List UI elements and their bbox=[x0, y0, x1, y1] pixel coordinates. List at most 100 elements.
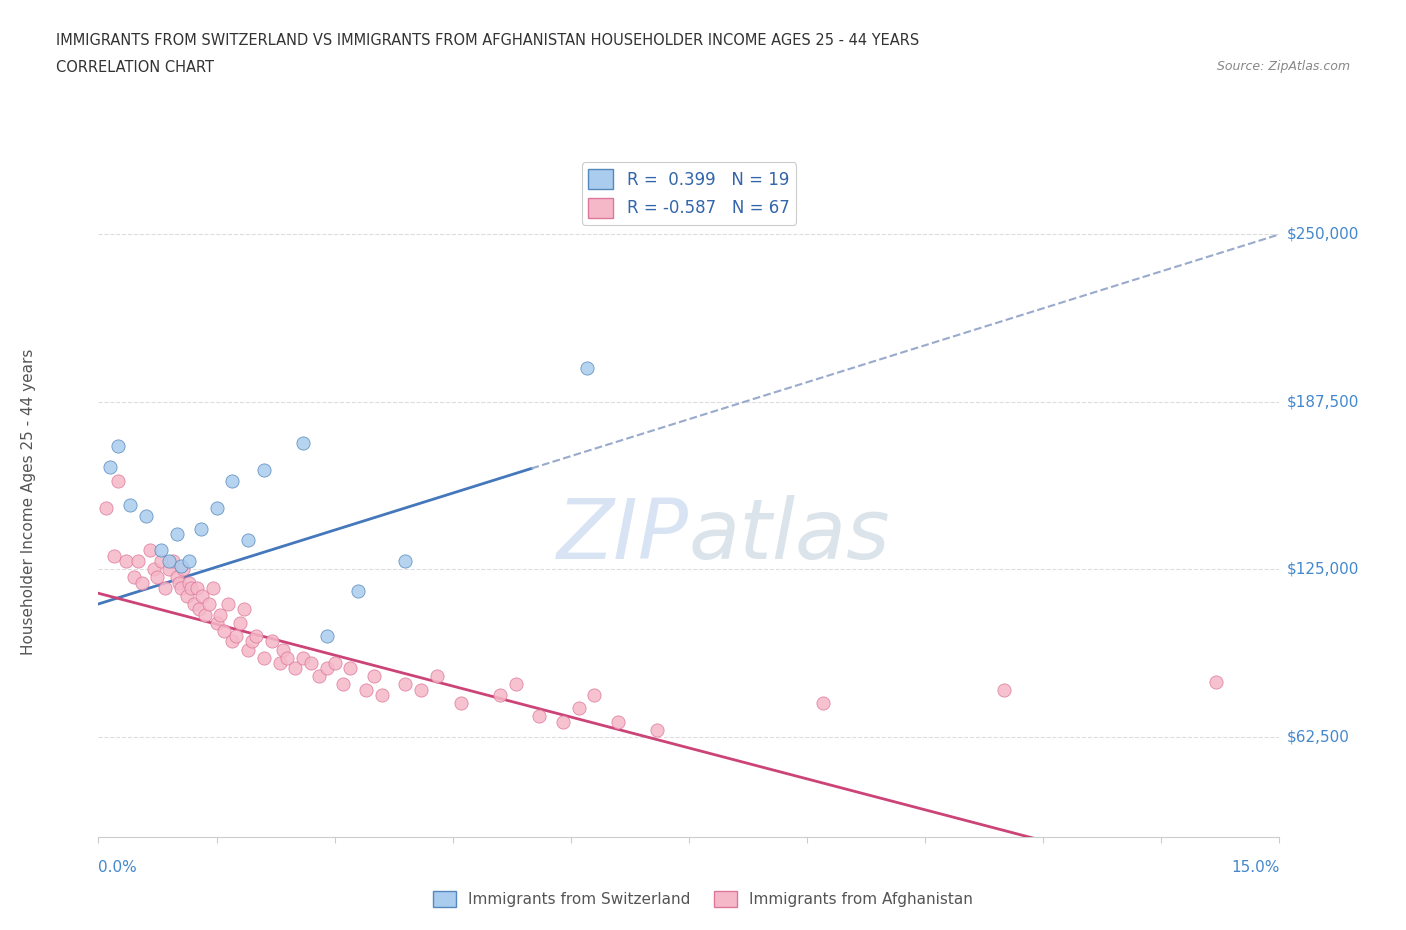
Point bbox=[363, 669, 385, 684]
Point bbox=[607, 714, 630, 729]
Point bbox=[347, 583, 370, 598]
Point bbox=[292, 650, 315, 665]
Point bbox=[647, 723, 669, 737]
Text: IMMIGRANTS FROM SWITZERLAND VS IMMIGRANTS FROM AFGHANISTAN HOUSEHOLDER INCOME AG: IMMIGRANTS FROM SWITZERLAND VS IMMIGRANT… bbox=[56, 33, 920, 47]
Text: Source: ZipAtlas.com: Source: ZipAtlas.com bbox=[1216, 60, 1350, 73]
Point bbox=[339, 661, 361, 676]
Text: ZIP: ZIP bbox=[557, 495, 689, 577]
Text: CORRELATION CHART: CORRELATION CHART bbox=[56, 60, 214, 75]
Point bbox=[205, 616, 228, 631]
Point bbox=[225, 629, 247, 644]
Point bbox=[260, 634, 283, 649]
Point bbox=[315, 629, 337, 644]
Legend: R =  0.399   N = 19, R = -0.587   N = 67: R = 0.399 N = 19, R = -0.587 N = 67 bbox=[582, 163, 796, 225]
Text: $62,500: $62,500 bbox=[1286, 729, 1350, 744]
Point bbox=[217, 596, 239, 611]
Point bbox=[170, 580, 193, 595]
Text: $187,500: $187,500 bbox=[1286, 394, 1358, 409]
Point bbox=[118, 498, 141, 512]
Point bbox=[221, 634, 243, 649]
Point bbox=[172, 562, 194, 577]
Point bbox=[177, 553, 200, 568]
Point bbox=[157, 553, 180, 568]
Point bbox=[142, 562, 165, 577]
Point bbox=[551, 714, 574, 729]
Text: 0.0%: 0.0% bbox=[98, 860, 138, 875]
Point bbox=[354, 683, 377, 698]
Point bbox=[150, 543, 173, 558]
Point bbox=[103, 549, 125, 564]
Point bbox=[131, 575, 153, 590]
Point bbox=[811, 696, 834, 711]
Point bbox=[96, 500, 118, 515]
Point bbox=[115, 553, 138, 568]
Point bbox=[166, 570, 188, 585]
Point bbox=[166, 527, 188, 542]
Point bbox=[505, 677, 527, 692]
Text: $125,000: $125,000 bbox=[1286, 562, 1358, 577]
Point bbox=[176, 589, 198, 604]
Text: atlas: atlas bbox=[689, 495, 890, 577]
Point bbox=[240, 634, 263, 649]
Point bbox=[568, 701, 591, 716]
Point bbox=[167, 575, 190, 590]
Point bbox=[122, 570, 145, 585]
Point bbox=[135, 508, 157, 523]
Point bbox=[575, 361, 598, 376]
Point bbox=[394, 677, 416, 692]
Point bbox=[371, 687, 394, 702]
Text: 15.0%: 15.0% bbox=[1232, 860, 1279, 875]
Point bbox=[284, 661, 307, 676]
Point bbox=[233, 602, 256, 617]
Point bbox=[993, 683, 1015, 698]
Point bbox=[183, 596, 205, 611]
Point bbox=[107, 439, 129, 454]
Point bbox=[315, 661, 337, 676]
Point bbox=[426, 669, 449, 684]
Point bbox=[191, 589, 214, 604]
Point bbox=[236, 532, 259, 547]
Point bbox=[489, 687, 512, 702]
Point bbox=[127, 553, 149, 568]
Point bbox=[236, 642, 259, 657]
Point bbox=[332, 677, 354, 692]
Point bbox=[177, 575, 200, 590]
Point bbox=[150, 553, 173, 568]
Point bbox=[180, 580, 202, 595]
Point bbox=[190, 522, 212, 537]
Point bbox=[98, 460, 121, 475]
Point bbox=[170, 559, 193, 574]
Point bbox=[253, 462, 276, 477]
Point bbox=[323, 656, 346, 671]
Point bbox=[157, 562, 180, 577]
Point bbox=[201, 580, 224, 595]
Point bbox=[450, 696, 472, 711]
Point bbox=[194, 607, 217, 622]
Point bbox=[138, 543, 160, 558]
Point bbox=[529, 709, 551, 724]
Legend: Immigrants from Switzerland, Immigrants from Afghanistan: Immigrants from Switzerland, Immigrants … bbox=[427, 884, 979, 913]
Point bbox=[411, 683, 433, 698]
Point bbox=[276, 650, 298, 665]
Point bbox=[188, 602, 211, 617]
Text: Householder Income Ages 25 - 44 years: Householder Income Ages 25 - 44 years bbox=[21, 349, 35, 656]
Text: $250,000: $250,000 bbox=[1286, 227, 1358, 242]
Point bbox=[146, 570, 169, 585]
Point bbox=[245, 629, 267, 644]
Point bbox=[394, 553, 416, 568]
Point bbox=[299, 656, 322, 671]
Point bbox=[155, 580, 177, 595]
Point bbox=[186, 580, 208, 595]
Point bbox=[214, 623, 236, 638]
Point bbox=[292, 436, 315, 451]
Point bbox=[221, 473, 243, 488]
Point bbox=[107, 473, 129, 488]
Point bbox=[253, 650, 276, 665]
Point bbox=[162, 553, 184, 568]
Point bbox=[1205, 674, 1227, 689]
Point bbox=[273, 642, 295, 657]
Point bbox=[308, 669, 330, 684]
Point bbox=[269, 656, 291, 671]
Point bbox=[229, 616, 252, 631]
Point bbox=[205, 500, 228, 515]
